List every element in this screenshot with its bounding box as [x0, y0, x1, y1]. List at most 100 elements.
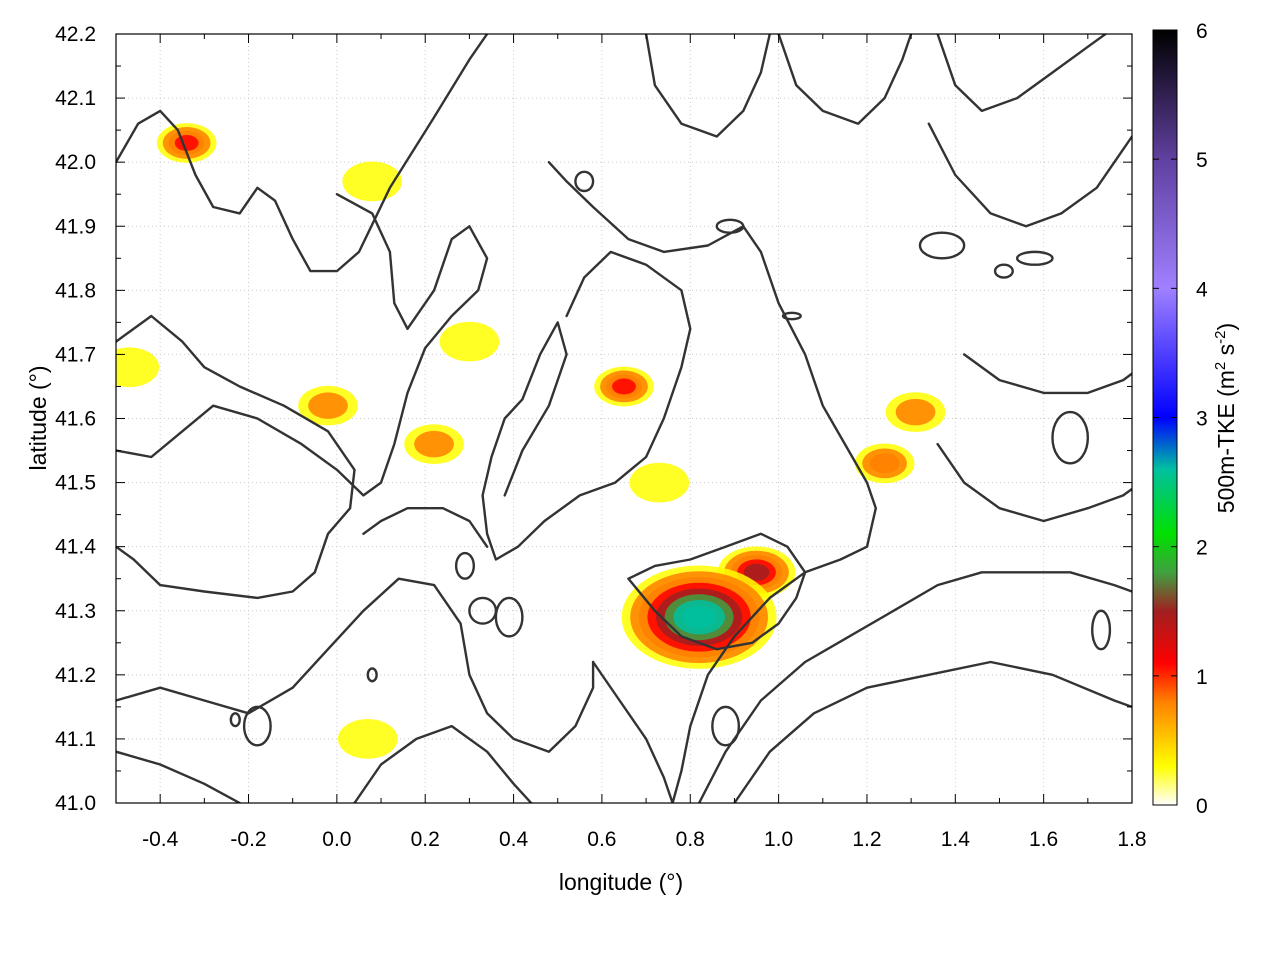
- y-tick-label: 41.3: [55, 600, 96, 623]
- tke-hotspot-5: [885, 392, 946, 432]
- contour-line-3: [481, 250, 692, 561]
- tke-hotspot-7: [298, 385, 358, 426]
- plot-frame: [115, 33, 1133, 804]
- contour-line-8: [733, 660, 1132, 803]
- tke-level-0: [439, 321, 500, 362]
- x-tick-label: 1.4: [941, 828, 971, 851]
- contour-loop-8: [468, 596, 498, 625]
- y-tick-label: 41.5: [55, 472, 96, 495]
- contour-line-15: [962, 353, 1132, 395]
- y-tick-label: 41.1: [55, 728, 96, 751]
- y-axis-title: latitude (°): [25, 365, 51, 470]
- colorbar-tick-label: 6: [1196, 20, 1208, 43]
- colorbar-tick-label: 3: [1196, 408, 1208, 431]
- contour-line-14: [927, 122, 1132, 228]
- contour-loop-2: [1015, 250, 1054, 266]
- tke-field: [116, 123, 946, 759]
- tke-level-0: [629, 462, 690, 503]
- tke-hotspot-8: [439, 321, 500, 362]
- y-tick-label: 41.0: [55, 792, 96, 815]
- tke-hotspot-10: [337, 719, 398, 759]
- grid: [116, 33, 1133, 804]
- contour-loop-4: [918, 231, 966, 260]
- y-tick-label: 41.4: [55, 536, 96, 559]
- x-tick-label: 0.0: [322, 828, 351, 851]
- x-axis-title: longitude (°): [559, 869, 683, 895]
- contour-line-17: [362, 507, 489, 548]
- x-tick-label: 0.6: [587, 828, 616, 851]
- contour-loop-11: [242, 705, 272, 747]
- tke-hotspot-1: [594, 366, 654, 407]
- contour-line-16: [936, 442, 1132, 523]
- colorbar-tick-label: 1: [1196, 666, 1208, 689]
- x-tick-label: 1.0: [764, 828, 793, 851]
- contour-line-13: [936, 34, 1107, 113]
- axis-ticks: [115, 33, 1133, 804]
- x-tick-label: 0.8: [676, 828, 705, 851]
- contour-loop-9: [454, 551, 476, 580]
- contour-loop-14: [1091, 609, 1112, 651]
- colorbar-tick-label: 2: [1196, 537, 1208, 560]
- colorbar-tick-label: 4: [1196, 278, 1208, 301]
- tke-level-2: [869, 453, 900, 474]
- tke-hotspot-9: [629, 462, 690, 503]
- y-tick-label: 42.0: [55, 151, 96, 174]
- tke-level-0: [337, 719, 398, 759]
- x-tick-label: -0.2: [230, 828, 266, 851]
- contour-line-18: [644, 34, 771, 138]
- x-tick-labels: -0.4 -0.2 0.0 0.2 0.4 0.6 0.8 1.0 1.2 1.4 1.6 1.8: [142, 828, 1147, 851]
- y-tick-label: 41.2: [55, 664, 96, 687]
- y-tick-labels: 41.0 41.1 41.2 41.3 41.4 41.5 41.6 41.7 41.8 41.9…: [55, 23, 96, 815]
- terrain-contours: [116, 34, 1132, 803]
- contour-loop-5: [494, 596, 524, 638]
- x-tick-label: 0.4: [499, 828, 529, 851]
- tke-level-1: [895, 398, 936, 426]
- x-tick-label: 1.2: [852, 828, 881, 851]
- contour-line-1: [116, 314, 356, 600]
- tke-hotspot-3: [621, 565, 777, 669]
- contour-loop-10: [711, 705, 741, 747]
- x-tick-label: 1.6: [1029, 828, 1058, 851]
- y-tick-label: 42.1: [55, 87, 96, 110]
- y-tick-label: 41.9: [55, 215, 96, 238]
- contour-loop-13: [366, 667, 378, 683]
- y-tick-label: 41.6: [55, 408, 96, 431]
- tke-level-1: [414, 430, 454, 458]
- tke-level-1: [308, 392, 348, 419]
- tke-hotspot-11: [116, 347, 160, 388]
- contour-line-7: [697, 571, 1132, 803]
- contour-line-12: [777, 34, 913, 125]
- y-tick-label: 42.2: [55, 23, 96, 46]
- contour-loop-6: [574, 170, 595, 193]
- tke-level-4: [743, 563, 770, 581]
- contour-line-5: [627, 532, 807, 651]
- contour-line-9: [116, 577, 595, 753]
- contour-line-6: [591, 660, 674, 803]
- colorbar-tick-label: 5: [1196, 149, 1208, 172]
- colorbar-ticks: 0 1 2 3 4 5 6: [1153, 20, 1208, 818]
- contour-line-4: [547, 161, 877, 803]
- tke-level-7: [681, 605, 717, 629]
- x-tick-label: 0.2: [411, 828, 440, 851]
- x-tick-label: 1.8: [1117, 828, 1146, 851]
- contour-loop-0: [715, 218, 745, 234]
- tke-level-3: [612, 378, 636, 395]
- y-tick-label: 41.7: [55, 343, 96, 366]
- tke-hotspot-0: [156, 123, 217, 163]
- x-tick-label: -0.4: [142, 828, 179, 851]
- contour-line-0: [116, 34, 489, 273]
- colorbar-tick-label: 0: [1196, 795, 1208, 818]
- contour-line-2: [116, 193, 489, 497]
- y-tick-label: 41.8: [55, 279, 96, 302]
- contour-loop-7: [1051, 410, 1090, 465]
- contour-line-11: [353, 724, 533, 803]
- contour-line-10: [116, 750, 241, 803]
- contour-loop-1: [781, 311, 802, 321]
- tke-level-3: [174, 134, 199, 151]
- tke-hotspot-4: [854, 443, 915, 484]
- tke-hotspot-6: [404, 424, 464, 465]
- contour-loop-12: [229, 712, 241, 728]
- contour-loop-3: [993, 263, 1014, 279]
- colorbar-title: 500m-TKE (m2 s-2): [1212, 323, 1239, 513]
